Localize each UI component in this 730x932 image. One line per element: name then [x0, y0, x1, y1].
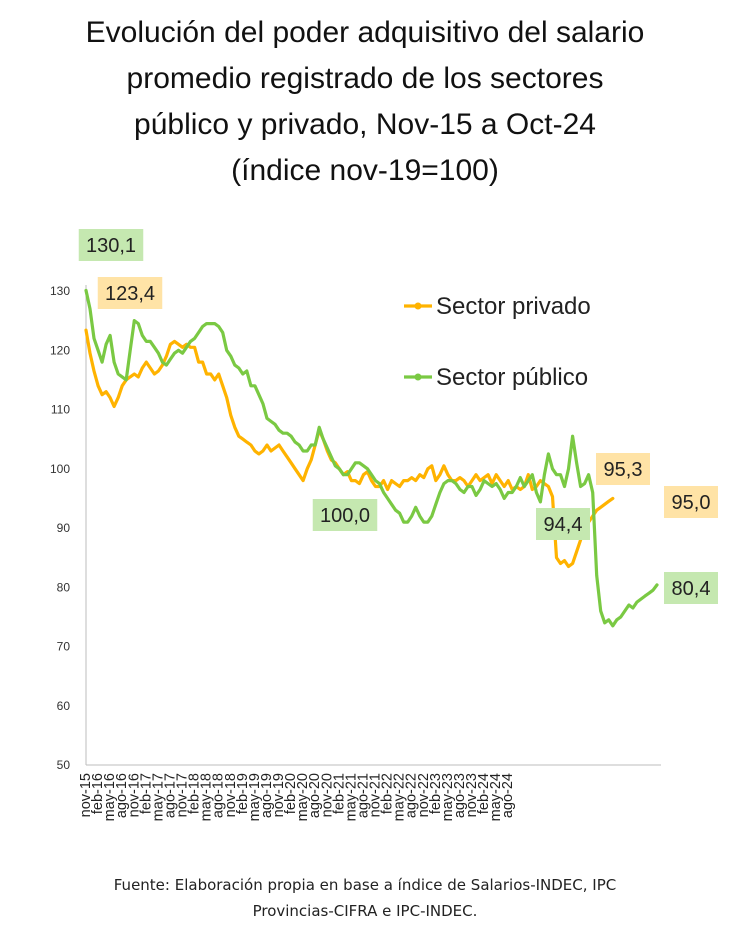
- x-tick-label: feb-21: [331, 773, 347, 814]
- title-line: promedio registrado de los sectores: [126, 62, 604, 95]
- x-tick-label: feb-24: [476, 773, 492, 814]
- legend-label: Sector público: [436, 364, 588, 391]
- x-tick-label: ago-16: [114, 773, 130, 818]
- x-tick-label: nov-20: [319, 773, 335, 817]
- legend-marker: [414, 373, 422, 381]
- x-tick-label: may-22: [392, 773, 408, 821]
- x-tick-label: nov-23: [464, 773, 480, 817]
- x-tick-label: ago-19: [259, 773, 275, 818]
- data-label: 95,0: [672, 492, 711, 514]
- title-line: Evolución del poder adquisitivo del sala…: [85, 16, 645, 49]
- data-label-box: [664, 572, 718, 604]
- x-tick-label: nov-17: [175, 773, 191, 817]
- x-tick-label: feb-22: [380, 773, 396, 814]
- x-tick-label: feb-23: [428, 773, 444, 814]
- y-tick-label: 70: [57, 640, 71, 654]
- y-tick-label: 130: [50, 284, 70, 298]
- x-tick-label: ago-24: [500, 773, 516, 818]
- x-tick-label: ago-17: [162, 773, 178, 818]
- x-tick-label: may-24: [488, 773, 504, 821]
- x-tick-label: nov-15: [78, 773, 94, 817]
- y-tick-label: 120: [50, 343, 70, 357]
- x-tick-label: nov-22: [416, 773, 432, 817]
- y-tick-label: 50: [57, 758, 71, 772]
- x-tick-label: feb-17: [138, 773, 154, 814]
- legend-label: Sector privado: [436, 293, 591, 320]
- data-label-box: [596, 453, 650, 485]
- data-label-box: [664, 486, 718, 518]
- line-chart: 50 60 70 80 90 100 110 120 130 nov-15feb-16may-16…: [50, 229, 718, 821]
- x-tick-label: may-23: [440, 773, 456, 821]
- x-tick-label: may-20: [295, 773, 311, 821]
- source-note: Fuente: Elaboración propia en base a índ…: [40, 872, 690, 924]
- x-tick-label: nov-21: [368, 773, 384, 817]
- data-label: 123,4: [105, 283, 155, 305]
- y-tick-label: 110: [51, 403, 70, 417]
- x-tick-label: feb-18: [187, 773, 203, 814]
- x-tick-label: ago-18: [211, 773, 227, 818]
- title-line: público y privado, Nov-15 a Oct-24: [134, 108, 596, 141]
- y-tick-label: 100: [50, 462, 70, 476]
- data-label-box: [97, 277, 163, 309]
- y-tick-label: 80: [57, 580, 71, 594]
- x-tick-label: ago-23: [452, 773, 468, 818]
- data-label: 94,4: [544, 514, 583, 536]
- data-label-box: [536, 508, 590, 540]
- x-tick-label: nov-16: [126, 773, 142, 817]
- data-label: 130,1: [86, 235, 136, 257]
- x-tick-label: feb-20: [283, 773, 299, 814]
- x-tick-label: ago-22: [404, 773, 420, 818]
- x-tick-label: may-17: [150, 773, 166, 821]
- data-label: 95,3: [604, 459, 643, 481]
- data-label-box: [78, 229, 144, 261]
- x-tick-label: may-16: [102, 773, 118, 821]
- x-tick-label: ago-20: [307, 773, 323, 818]
- x-tick-label: may-19: [247, 773, 263, 821]
- x-tick-label: nov-18: [223, 773, 239, 817]
- chart-title: Evolución del poder adquisitivo del sala…: [0, 10, 730, 194]
- y-tick-label: 60: [57, 699, 71, 713]
- x-tick-label: may-21: [343, 773, 359, 821]
- source-line: Provincias-CIFRA e IPC-INDEC.: [252, 902, 478, 920]
- source-line: Fuente: Elaboración propia en base a índ…: [113, 876, 617, 894]
- x-tick-label: feb-19: [235, 773, 251, 814]
- title-line: (índice nov-19=100): [231, 154, 499, 187]
- data-label: 100,0: [320, 505, 370, 527]
- data-label-box: [312, 499, 378, 531]
- data-label: 80,4: [672, 578, 711, 600]
- x-tick-label: may-18: [199, 773, 215, 821]
- x-tick-label: feb-16: [90, 773, 106, 814]
- x-tick-label: ago-21: [355, 773, 371, 818]
- series-line-publico: [84, 288, 659, 628]
- x-tick-label: nov-19: [271, 773, 287, 817]
- y-tick-label: 90: [57, 521, 71, 535]
- legend-marker: [414, 302, 422, 310]
